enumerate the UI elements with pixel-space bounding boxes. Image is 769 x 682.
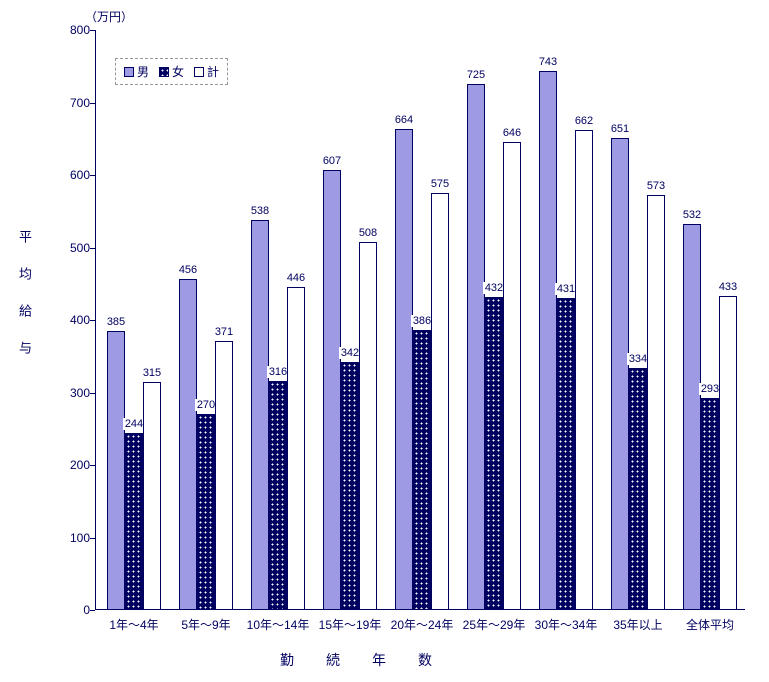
x-tick-label: 全体平均	[675, 616, 745, 633]
data-label-female: 431	[555, 283, 577, 295]
x-tick-label: 20年～24年	[387, 616, 457, 633]
bar-male	[251, 220, 269, 610]
y-tick-label: 600	[50, 168, 90, 182]
bar-total	[143, 382, 161, 610]
bar-total	[503, 142, 521, 610]
data-label-total: 371	[213, 326, 235, 338]
bar-male	[539, 71, 557, 610]
y-tick-label: 700	[50, 96, 90, 110]
x-axis-title: 勤続年数	[280, 650, 464, 670]
data-label-male: 651	[609, 123, 631, 135]
x-tick-label: 35年以上	[603, 616, 673, 633]
y-tick-mark	[90, 103, 95, 104]
bar-total	[359, 242, 377, 610]
salary-by-tenure-chart: （万円） 平均給与 男 女 計 勤続年数 0 100 200 300 400 500 600…	[0, 0, 769, 682]
legend-label-female: 女	[172, 63, 184, 80]
y-tick-label: 0	[50, 603, 90, 617]
y-tick-label: 400	[50, 313, 90, 327]
bar-male	[179, 279, 197, 610]
bar-total	[287, 287, 305, 610]
y-tick-label: 200	[50, 458, 90, 472]
y-tick-mark	[90, 393, 95, 394]
bar-total	[431, 193, 449, 610]
data-label-male: 538	[249, 205, 271, 217]
data-label-total: 662	[573, 115, 595, 127]
y-tick-mark	[90, 248, 95, 249]
y-axis-title: 平均給与	[15, 230, 34, 378]
x-tick-label: 30年～34年	[531, 616, 601, 633]
data-label-total: 575	[429, 178, 451, 190]
data-label-total: 573	[645, 180, 667, 192]
legend-swatch-total	[194, 67, 204, 77]
data-label-female: 386	[411, 315, 433, 327]
bar-total	[719, 296, 737, 610]
data-label-male: 532	[681, 209, 703, 221]
data-label-female: 244	[123, 418, 145, 430]
data-label-total: 646	[501, 127, 523, 139]
data-label-female: 432	[483, 282, 505, 294]
data-label-female: 342	[339, 347, 361, 359]
y-tick-mark	[90, 465, 95, 466]
data-label-female: 316	[267, 366, 289, 378]
data-label-total: 315	[141, 367, 163, 379]
y-tick-mark	[90, 30, 95, 31]
legend-swatch-female	[159, 67, 169, 77]
data-label-total: 446	[285, 272, 307, 284]
y-tick-mark	[90, 175, 95, 176]
data-label-female: 270	[195, 399, 217, 411]
bar-male	[467, 84, 485, 610]
legend: 男 女 計	[115, 58, 228, 85]
data-label-male: 664	[393, 114, 415, 126]
bar-male	[683, 224, 701, 610]
bar-female	[701, 398, 719, 610]
unit-label: （万円）	[85, 8, 133, 25]
y-tick-label: 500	[50, 241, 90, 255]
legend-item-male: 男	[124, 63, 149, 80]
bar-male	[611, 138, 629, 610]
bar-total	[647, 195, 665, 610]
y-tick-mark	[90, 538, 95, 539]
data-label-male: 607	[321, 155, 343, 167]
x-tick-label: 25年～29年	[459, 616, 529, 633]
bar-female	[197, 414, 215, 610]
x-tick-label: 5年～9年	[171, 616, 241, 633]
y-tick-mark	[90, 610, 95, 611]
y-tick-label: 800	[50, 23, 90, 37]
bar-female	[269, 381, 287, 610]
data-label-total: 433	[717, 281, 739, 293]
legend-item-female: 女	[159, 63, 184, 80]
data-label-male: 456	[177, 264, 199, 276]
y-tick-label: 300	[50, 386, 90, 400]
x-tick-label: 10年～14年	[243, 616, 313, 633]
legend-label-total: 計	[207, 63, 219, 80]
data-label-female: 293	[699, 383, 721, 395]
x-tick-label: 1年～4年	[99, 616, 169, 633]
bar-female	[341, 362, 359, 610]
bar-male	[107, 331, 125, 610]
bar-female	[557, 298, 575, 610]
bar-female	[629, 368, 647, 610]
data-label-male: 385	[105, 316, 127, 328]
y-tick-label: 100	[50, 531, 90, 545]
bar-male	[395, 129, 413, 610]
y-axis-line	[95, 30, 96, 610]
bar-female	[413, 330, 431, 610]
data-label-male: 743	[537, 56, 559, 68]
bar-male	[323, 170, 341, 610]
legend-label-male: 男	[137, 63, 149, 80]
bar-total	[215, 341, 233, 610]
x-tick-label: 15年～19年	[315, 616, 385, 633]
bar-female	[485, 297, 503, 610]
bar-total	[575, 130, 593, 610]
data-label-male: 725	[465, 69, 487, 81]
data-label-female: 334	[627, 353, 649, 365]
y-tick-mark	[90, 320, 95, 321]
legend-item-total: 計	[194, 63, 219, 80]
bar-female	[125, 433, 143, 610]
data-label-total: 508	[357, 227, 379, 239]
legend-swatch-male	[124, 67, 134, 77]
